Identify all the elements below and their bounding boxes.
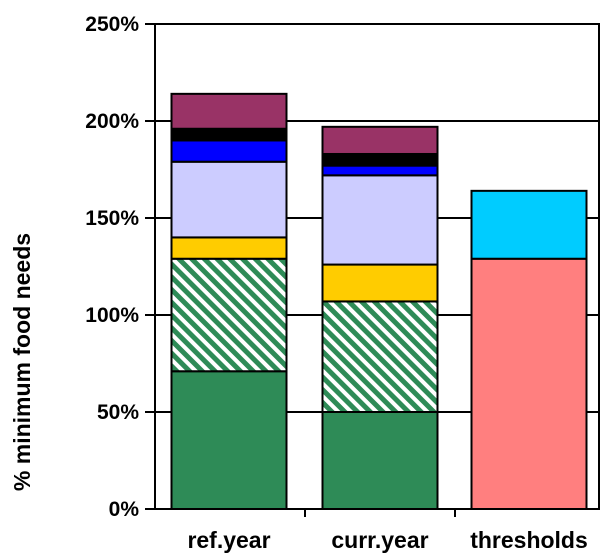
y-axis-title: % minimum food needs <box>9 233 35 491</box>
bar-segment <box>321 411 439 510</box>
y-tick-label: 0% <box>109 498 140 521</box>
x-category-label: thresholds <box>470 527 588 553</box>
bar-segment <box>321 263 439 303</box>
axes <box>145 23 599 517</box>
bars <box>170 92 588 511</box>
bar-segment <box>321 164 439 177</box>
y-tick-label: 150% <box>85 207 139 230</box>
bar-segment <box>321 174 439 266</box>
bar-segment <box>470 189 588 260</box>
bar-segment <box>170 92 288 130</box>
bar-segment <box>321 152 439 167</box>
bar-segment <box>321 300 439 414</box>
y-tick-label: 50% <box>97 401 139 424</box>
x-category-label: curr.year <box>331 527 428 553</box>
bar-segment <box>170 370 288 511</box>
bar-segment <box>170 257 288 373</box>
bar-segment <box>170 139 288 163</box>
bar-segment <box>170 236 288 260</box>
bar-segment <box>170 127 288 142</box>
bar-segment <box>321 125 439 155</box>
x-category-label: ref.year <box>187 527 270 553</box>
y-tick-label: 200% <box>85 110 139 133</box>
x-category-labels: ref.year curr.year thresholds <box>187 527 587 553</box>
y-tick-labels: 0% 50% 100% 150% 200% 250% <box>85 13 139 521</box>
bar-segment <box>470 257 588 510</box>
y-tick-label: 100% <box>85 304 139 327</box>
y-tick-label: 250% <box>85 13 139 36</box>
bar-segment <box>170 160 288 239</box>
